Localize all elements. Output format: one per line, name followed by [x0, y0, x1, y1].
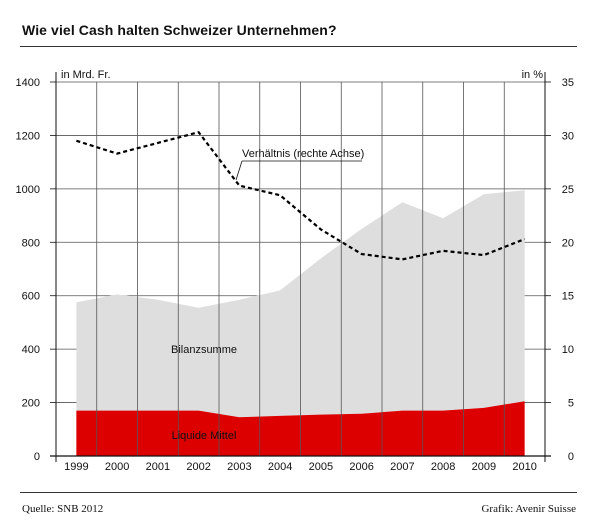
y-right-tick-label: 20 — [562, 237, 574, 249]
credit-note: Grafik: Avenir Suisse — [481, 503, 576, 515]
x-tick-label: 2008 — [431, 461, 455, 473]
x-tick-label: 2002 — [186, 461, 210, 473]
label-liquide-mittel: Liquide Mittel — [172, 430, 237, 442]
label-verhaeltnis-leader — [235, 160, 243, 181]
y-left-axis-label: in Mrd. Fr. — [61, 69, 111, 81]
label-verhaeltnis: Verhältnis (rechte Achse) — [242, 148, 364, 160]
y-left-tick-label: 1200 — [16, 130, 40, 142]
chart-title: Wie viel Cash halten Schweizer Unternehm… — [22, 22, 337, 38]
y-left-tick-label: 1000 — [16, 184, 40, 196]
x-tick-label: 2004 — [268, 461, 292, 473]
ratio-line — [76, 130, 526, 261]
y-right-axis-label: in % — [522, 69, 544, 81]
label-bilanzsumme: Bilanzsumme — [171, 344, 237, 356]
axis-layer: 0 200 400 600 800 1000 1200 1400 0 5 10 15 20 25 30 35 1… — [16, 69, 574, 473]
x-tick-label: 2010 — [512, 461, 536, 473]
y-right-tick-label: 5 — [568, 398, 574, 410]
y-right-tick-label: 15 — [562, 291, 574, 303]
x-tick-label: 2007 — [390, 461, 414, 473]
x-tick-label: 2003 — [227, 461, 251, 473]
y-left-tick-label: 0 — [34, 451, 40, 463]
y-left-tick-label: 1400 — [16, 77, 40, 89]
line-layer — [76, 130, 526, 261]
x-tick-label: 1999 — [64, 461, 88, 473]
y-left-tick-label: 400 — [22, 344, 40, 356]
label-layer: Bilanzsumme Liquide Mittel Verhältnis (rec… — [171, 148, 364, 442]
footer-divider — [20, 492, 577, 493]
y-right-tick-label: 25 — [562, 184, 574, 196]
title-divider — [20, 46, 577, 47]
source-note: Quelle: SNB 2012 — [22, 503, 104, 515]
y-left-tick-label: 600 — [22, 291, 40, 303]
y-left-tick-label: 800 — [22, 237, 40, 249]
y-right-tick-label: 35 — [562, 77, 574, 89]
y-right-tick-label: 30 — [562, 130, 574, 142]
x-tick-label: 2006 — [349, 461, 373, 473]
x-tick-label: 2000 — [105, 461, 129, 473]
y-right-tick-label: 0 — [568, 451, 574, 463]
y-left-tick-label: 200 — [22, 398, 40, 410]
x-tick-label: 2001 — [146, 461, 170, 473]
y-right-tick-label: 10 — [562, 344, 574, 356]
x-tick-label: 2009 — [472, 461, 496, 473]
x-tick-label: 2005 — [309, 461, 333, 473]
